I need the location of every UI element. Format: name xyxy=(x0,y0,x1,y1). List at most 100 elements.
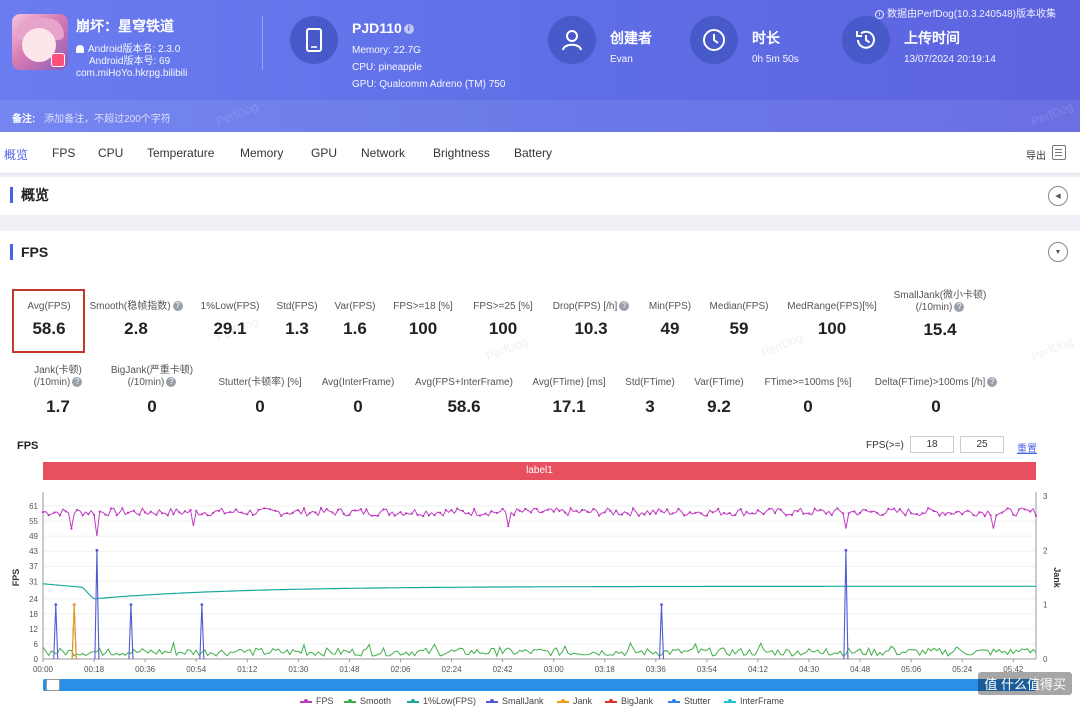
highlight-box xyxy=(12,289,85,353)
fps-point xyxy=(790,513,794,517)
fps-point xyxy=(745,510,748,513)
fps-point xyxy=(949,512,953,515)
fps-point xyxy=(365,508,368,511)
info-icon: i xyxy=(875,9,885,19)
slider-handle[interactable] xyxy=(46,679,60,691)
y-tick-label: 31 xyxy=(29,577,38,586)
help-icon[interactable]: ? xyxy=(166,377,177,388)
fps-point xyxy=(297,509,300,512)
fps-point xyxy=(376,514,379,517)
x-tick-label: 01:30 xyxy=(288,665,309,674)
fps-collapse-icon[interactable]: ▼ xyxy=(1048,242,1068,262)
fps-point xyxy=(966,509,970,512)
stat-1pct-low: 1%Low(FPS) 29.1 xyxy=(200,301,260,338)
legend-smalljank[interactable]: SmallJank xyxy=(486,696,544,706)
fps-point xyxy=(240,511,243,514)
overview-title: 概览 xyxy=(10,187,49,203)
time-range-slider[interactable] xyxy=(43,679,1036,691)
legend-jank[interactable]: Jank xyxy=(557,696,592,706)
tab-gpu[interactable]: GPU xyxy=(311,146,338,160)
fps-point xyxy=(569,507,572,510)
tab-network[interactable]: Network xyxy=(361,146,406,160)
fps-point xyxy=(104,513,107,516)
fps-point xyxy=(626,512,629,515)
tab-fps[interactable]: FPS xyxy=(52,146,76,160)
fps-point xyxy=(478,514,481,517)
fps-section-title: FPS xyxy=(10,244,48,260)
fps-point xyxy=(756,509,760,512)
device-cpu: CPU: pineapple xyxy=(352,62,423,73)
fps-point xyxy=(739,508,743,511)
header-info-band: 崩坏：星穹铁道 Android版本名: 2.3.0 Android版本号: 69… xyxy=(0,0,1080,100)
label-bar[interactable]: label1 xyxy=(43,462,1036,480)
app-version-code: Android版本号: 69 xyxy=(89,56,171,67)
legend-stutter[interactable]: Stutter xyxy=(668,696,711,706)
remark-row[interactable]: 备注: 添加备注，不超过200个字符 xyxy=(0,100,1080,132)
fps-point xyxy=(666,508,669,511)
spike-mark xyxy=(658,604,665,660)
tab-battery[interactable]: Battery xyxy=(514,146,553,160)
spike-mark xyxy=(128,604,134,660)
fps-point xyxy=(410,512,413,515)
smooth-line xyxy=(42,640,1037,658)
export-icon[interactable] xyxy=(1052,145,1066,160)
spike-mark xyxy=(199,604,205,660)
help-icon[interactable]: ? xyxy=(954,302,965,313)
y-tick-label: 43 xyxy=(29,547,38,556)
fps-point xyxy=(944,513,947,516)
fps-point xyxy=(200,513,203,516)
stat-drop-fps: Drop(FPS) [/h]? 10.3 xyxy=(548,301,634,339)
export-button[interactable]: 导出 xyxy=(1026,151,1046,162)
fps-point xyxy=(898,508,901,511)
device-info-icon[interactable]: i xyxy=(403,24,414,35)
fps-point xyxy=(558,509,561,513)
android-icon xyxy=(76,45,84,54)
fps-point xyxy=(546,508,550,511)
help-icon[interactable]: ? xyxy=(72,377,83,388)
fps-point xyxy=(439,511,442,514)
fps-point xyxy=(302,507,306,510)
y2-tick-label: 1 xyxy=(1043,601,1048,610)
legend-fps[interactable]: FPS xyxy=(300,696,334,706)
fps-point xyxy=(524,507,527,510)
fps-point xyxy=(915,513,918,516)
y-tick-label: 55 xyxy=(29,517,38,526)
legend-1pct-low[interactable]: 1%Low(FPS) xyxy=(407,696,476,706)
fps-point xyxy=(337,508,340,511)
y2-tick-label: 0 xyxy=(1043,655,1048,664)
threshold-input-1[interactable]: 18 xyxy=(910,436,954,453)
overview-collapse-icon[interactable]: ◀ xyxy=(1048,186,1068,206)
fps-point xyxy=(371,514,374,517)
fps-point xyxy=(836,507,839,510)
legend-bigjank[interactable]: BigJank xyxy=(605,696,653,706)
fps-point xyxy=(864,509,867,512)
tab-cpu[interactable]: CPU xyxy=(98,146,124,160)
threshold-input-2[interactable]: 25 xyxy=(960,436,1004,453)
fps-point xyxy=(144,511,147,514)
tab-memory[interactable]: Memory xyxy=(240,146,284,160)
fps-point xyxy=(881,513,884,516)
tab-temperature[interactable]: Temperature xyxy=(147,146,215,160)
spike-mark xyxy=(53,604,59,660)
remark-input[interactable]: 添加备注，不超过200个字符 xyxy=(44,114,171,125)
legend-interframe[interactable]: InterFrame xyxy=(724,696,784,706)
fps-point xyxy=(518,509,521,512)
legend-smooth[interactable]: Smooth xyxy=(344,696,391,706)
remark-label: 备注: xyxy=(12,114,36,125)
fps-point xyxy=(75,508,79,511)
stat-ftime-ge-100: FTime>=100ms [%] 0 xyxy=(764,377,852,416)
help-icon[interactable]: ? xyxy=(172,301,183,312)
fps-point xyxy=(983,514,987,518)
fps-point xyxy=(722,511,726,514)
stat-var-ftime: Var(FTime) 9.2 xyxy=(694,377,744,416)
help-icon[interactable]: ? xyxy=(619,301,630,312)
reset-button[interactable]: 重置 xyxy=(1017,444,1037,455)
tab-overview[interactable]: 概览 xyxy=(4,148,29,162)
duration-title: 时长 xyxy=(752,30,780,46)
fps-point xyxy=(535,507,538,511)
tab-brightness[interactable]: Brightness xyxy=(433,146,490,160)
help-icon[interactable]: ? xyxy=(987,377,998,388)
fps-point xyxy=(802,512,805,515)
y-tick-label: 37 xyxy=(29,562,38,571)
